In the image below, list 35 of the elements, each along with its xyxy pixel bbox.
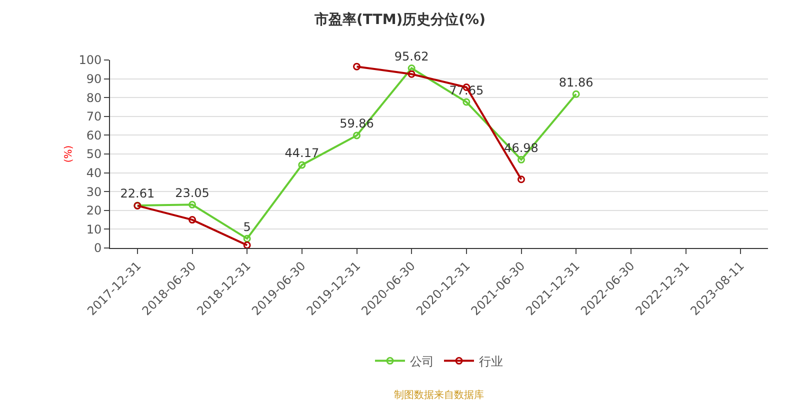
y-tick-label: 0 [94, 241, 102, 256]
point [353, 62, 360, 70]
chart-title: 市盈率(TTM)历史分位(%) [314, 10, 486, 28]
data-label: 95.62 [394, 49, 429, 64]
point [353, 132, 360, 140]
y-tick-label: 10 [86, 222, 102, 236]
point [518, 176, 525, 184]
legend-label: 行业 [479, 354, 503, 368]
point [188, 200, 196, 208]
y-tick-label: 50 [86, 147, 102, 162]
y-axis-title: (%) [64, 145, 75, 163]
point [518, 156, 525, 164]
point [243, 241, 251, 249]
point [462, 98, 470, 106]
point [298, 161, 306, 169]
y-tick-label: 90 [86, 72, 102, 86]
point [188, 216, 196, 224]
y-tick-label: 100 [78, 53, 102, 68]
data-label: 23.05 [175, 186, 210, 200]
point [408, 64, 416, 72]
point [243, 234, 251, 242]
data-label: 81.86 [558, 75, 594, 90]
data-label: 44.17 [284, 146, 320, 160]
data-label: 22.61 [120, 186, 155, 201]
point [408, 70, 416, 78]
text: 制图数据来自数据库 [394, 389, 484, 400]
data-label: 5 [243, 220, 251, 234]
legend-label: 公司 [410, 354, 434, 368]
y-tick-label: 30 [86, 184, 102, 199]
point [572, 90, 580, 98]
y-tick-label: 40 [86, 166, 102, 180]
y-tick-label: 80 [86, 90, 102, 105]
y-tick-label: 60 [86, 128, 102, 142]
y-tick-label: 20 [86, 204, 102, 218]
y-tick-label: 70 [86, 110, 102, 124]
